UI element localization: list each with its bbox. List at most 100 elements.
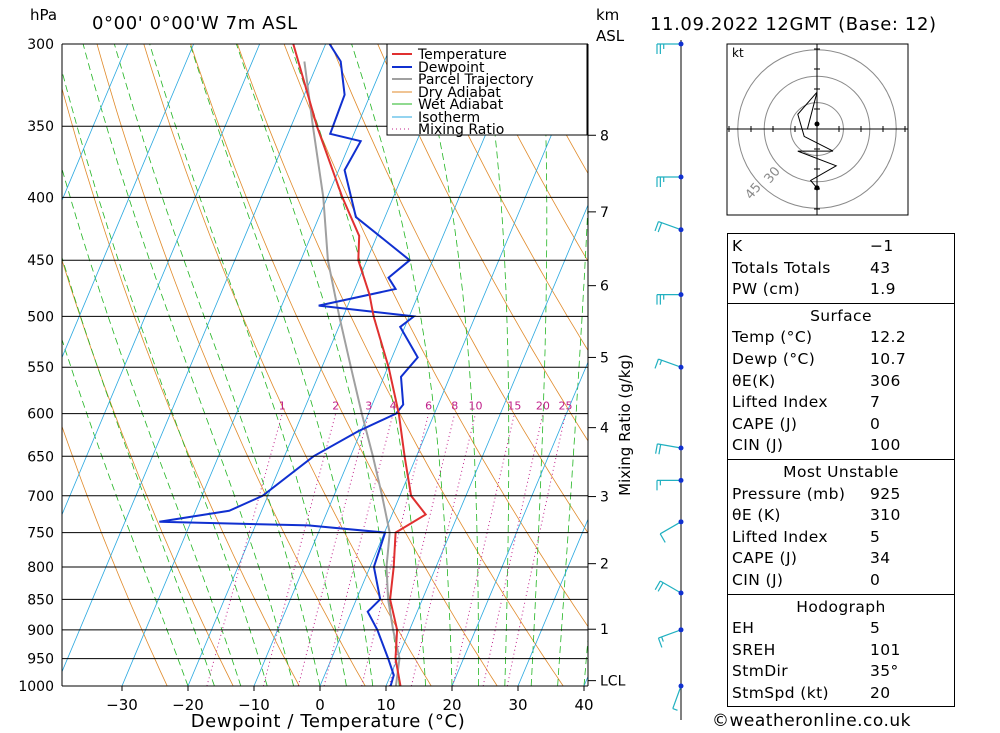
stat-value: 925 <box>870 484 901 503</box>
wind-level-dot <box>678 292 684 298</box>
height-tick-label: 2 <box>600 557 609 573</box>
stat-row: Pressure (mb) 925 <box>732 484 950 506</box>
pressure-unit-label: hPa <box>30 6 57 24</box>
wind-level-dot <box>678 174 684 180</box>
stat-label: CIN (J) <box>732 436 784 455</box>
most-unstable-section: Most Unstable Pressure (mb) 925 θE (K) 310… <box>727 459 955 595</box>
stat-row: Temp (°C) 12.2 <box>732 327 950 349</box>
dry-adiabat-line <box>377 44 588 442</box>
isotherm-line <box>517 518 588 686</box>
isotherm-line <box>62 44 261 516</box>
legend-dry-adiabat: Dry Adiabat <box>418 85 501 101</box>
stat-row: Totals Totals 43 <box>732 258 950 280</box>
stat-value: 0 <box>870 414 881 433</box>
height-tick-label: 3 <box>600 490 609 506</box>
location-label: 0°00' 0°00'W 7m ASL <box>92 13 298 34</box>
section-title: Hodograph <box>796 597 886 616</box>
mixing-ratio-axis-title: Mixing Ratio (g/kg) <box>616 354 634 496</box>
wind-barb-flag <box>658 444 662 455</box>
dewpoint-line <box>159 44 419 686</box>
isotherm-line <box>451 361 588 686</box>
pressure-tick-label: 550 <box>27 360 54 376</box>
mixing-ratio-label: 20 <box>536 400 550 413</box>
mixing-ratio-label: 2 <box>332 400 339 413</box>
height-unit-label-km: km <box>596 6 619 24</box>
surface-section: Surface Temp (°C) 12.2 Dewp (°C) 10.7 θE(K… <box>727 303 955 460</box>
pressure-tick-label: 900 <box>27 623 54 639</box>
pressure-tick-label: 300 <box>27 37 54 53</box>
stat-value: 1.9 <box>870 280 896 299</box>
x-tick-label: −30 <box>106 696 138 714</box>
wind-level-dot <box>678 590 684 596</box>
pressure-tick-label: 600 <box>27 407 54 423</box>
stat-label: Lifted Index <box>732 393 828 412</box>
stat-value: −1 <box>870 237 894 255</box>
isotherm-line <box>187 44 459 686</box>
wind-barb-flag <box>657 637 663 648</box>
wind-barb <box>656 41 684 54</box>
stat-row: θE (K) 310 <box>732 505 950 527</box>
wind-barb-staff <box>672 685 682 709</box>
wet-adiabat-line <box>62 167 242 686</box>
pressure-tick-label: 400 <box>27 190 54 206</box>
x-tick-label: 0 <box>315 696 325 714</box>
height-tick-label: 8 <box>600 128 609 144</box>
stat-row: SREH 101 <box>732 640 950 662</box>
stat-value: 34 <box>870 549 891 568</box>
mixing-ratio-label: 4 <box>390 400 397 413</box>
stat-label: Dewp (°C) <box>732 349 816 368</box>
wind-level-dot <box>678 477 684 483</box>
stat-label: Pressure (mb) <box>732 484 846 503</box>
dry-adiabat-line <box>470 44 588 262</box>
isotherm-line <box>319 46 588 686</box>
wind-level-dot <box>678 364 684 370</box>
wet-adiabat-line <box>557 197 588 686</box>
height-tick-label: 4 <box>600 421 609 437</box>
stat-value: 0 <box>870 570 881 589</box>
wind-barb <box>659 519 684 543</box>
stat-row: CAPE (J) 0 <box>732 414 950 436</box>
stat-label: SREH <box>732 640 776 659</box>
stat-label: CAPE (J) <box>732 414 798 433</box>
stat-value: 100 <box>870 436 901 455</box>
stat-label: StmSpd (kt) <box>732 683 830 702</box>
stat-value: 310 <box>870 506 901 525</box>
isotherm-line <box>62 44 129 202</box>
isotherm-line <box>121 44 393 686</box>
wind-barb-flag <box>654 580 661 590</box>
stat-value: 5 <box>870 619 881 638</box>
legend-isotherm: Isotherm <box>418 110 480 126</box>
wind-barb <box>672 683 684 711</box>
wet-adiabat-line <box>62 69 268 686</box>
height-unit-label-asl: ASL <box>596 27 625 45</box>
x-tick-label: 10 <box>376 696 395 714</box>
wind-barb-flag <box>659 533 666 543</box>
wet-adiabat-line <box>189 44 374 686</box>
x-tick-label: 20 <box>442 696 461 714</box>
wind-barb-flag <box>654 221 660 232</box>
hodograph-end-dot <box>814 121 820 127</box>
temperature-line <box>292 44 428 686</box>
hodograph-start-dot <box>814 185 820 191</box>
stat-row: Lifted Index 5 <box>732 527 950 549</box>
mixing-ratio-label: 8 <box>451 400 458 413</box>
mixing-ratio-label: 25 <box>559 400 573 413</box>
stat-label: Lifted Index <box>732 527 828 546</box>
wind-barb-flag <box>657 582 664 592</box>
wind-level-dot <box>678 627 684 633</box>
stat-value: 20 <box>870 683 891 702</box>
stat-row: θE(K) 306 <box>732 371 950 393</box>
isotherm-line <box>62 44 327 673</box>
wind-barb-flag <box>672 707 678 711</box>
mixing-ratio-line <box>206 413 283 686</box>
wind-level-dot <box>678 683 684 689</box>
height-tick-label: LCL <box>600 674 626 690</box>
legend-parcel: Parcel Trajectory <box>418 72 534 88</box>
stat-value: 35° <box>870 662 899 681</box>
pressure-tick-label: 1000 <box>18 679 54 695</box>
legend-wet-adiabat: Wet Adiabat <box>418 97 504 113</box>
wet-adiabat-line <box>530 44 548 686</box>
pressure-tick-label: 800 <box>27 560 54 576</box>
wet-adiabat-line <box>114 44 321 686</box>
wind-barb <box>656 477 684 491</box>
